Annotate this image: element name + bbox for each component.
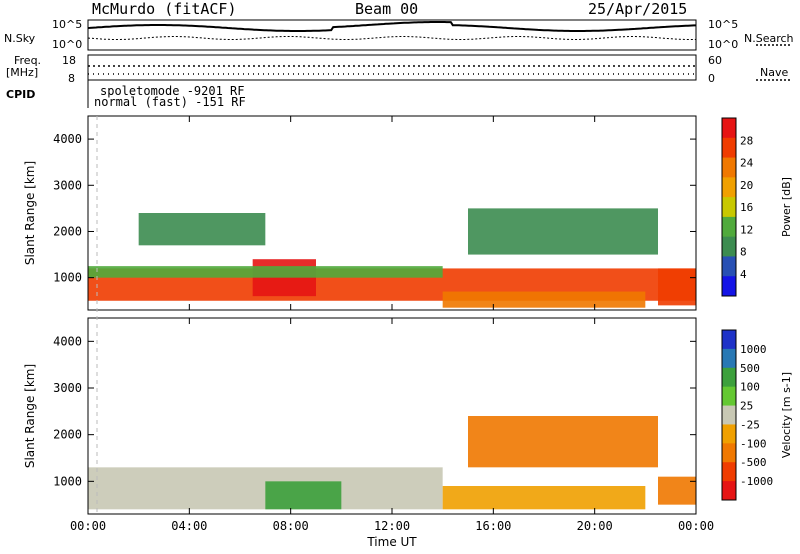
velocity-colorbar-swatch-2 (722, 367, 736, 388)
velocity-region-0 (88, 467, 443, 510)
velocity-ytick-label-2: 3000 (53, 381, 82, 395)
velocity-region-2 (442, 486, 646, 510)
power-region-6 (658, 268, 696, 306)
velocity-colorbar-tick-5: -100 (740, 437, 767, 450)
nsearch-tick-bottom: 10^0 (708, 38, 739, 51)
velocity-ytick-label-1: 2000 (53, 428, 82, 442)
velocity-region-1 (265, 481, 342, 510)
date-title: 25/Apr/2015 (588, 0, 688, 18)
velocity-xlabel: Time UT (366, 535, 417, 549)
power-region-5 (138, 213, 266, 246)
power-colorbar-swatch-0 (722, 118, 736, 139)
velocity-colorbar-swatch-6 (722, 443, 736, 463)
velocity-colorbar-frame (721, 329, 737, 501)
velocity-colorbar-tick-1: 500 (740, 362, 760, 375)
power-region-2 (88, 266, 443, 278)
power-region-4 (468, 208, 658, 255)
freq-label-1: Freq. (14, 54, 42, 67)
velocity-xtick-label-0: 00:00 (70, 519, 106, 533)
velocity-colorbar-tick-3: 25 (740, 400, 753, 413)
power-colorbar-label: Power [dB] (780, 177, 793, 237)
cpid-label: CPID (6, 88, 36, 101)
nsky-label: N.Sky (4, 32, 36, 45)
beam-title: Beam 00 (355, 0, 419, 18)
velocity-colorbar-swatch-3 (722, 386, 736, 407)
velocity-colorbar-swatch-8 (722, 481, 736, 501)
power-ytick-label-3: 4000 (53, 132, 82, 146)
power-colorbar-tick-1: 24 (740, 157, 754, 170)
velocity-colorbar-tick-4: -25 (740, 418, 760, 431)
power-colorbar-tick-3: 16 (740, 201, 753, 214)
power-colorbar-tick-0: 28 (740, 134, 753, 147)
nave-tick-top: 60 (708, 54, 722, 67)
velocity-region-4 (658, 476, 696, 505)
nsearch-label: N.Search (744, 32, 794, 45)
velocity-colorbar-tick-2: 100 (740, 381, 760, 394)
velocity-xtick-label-6: 00:00 (678, 519, 714, 533)
velocity-colorbar-swatch-7 (722, 462, 736, 482)
velocity-colorbar-tick-7: -1000 (740, 475, 773, 488)
nsearch-tick-top: 10^5 (708, 18, 739, 31)
nsky-panel (87, 19, 697, 51)
power-colorbar-tick-4: 12 (740, 223, 753, 236)
power-colorbar-swatch-6 (722, 236, 736, 257)
velocity-colorbar-swatch-1 (722, 348, 736, 369)
velocity-xtick-label-1: 04:00 (171, 519, 207, 533)
power-colorbar-tick-6: 4 (740, 268, 747, 281)
velocity-colorbar-swatch-5 (722, 424, 736, 444)
velocity-region-3 (468, 416, 658, 468)
nsky-tick-top: 10^5 (52, 18, 83, 31)
freq-panel (87, 54, 697, 81)
power-ylabel: Slant Range [km] (23, 161, 37, 265)
power-colorbar-swatch-1 (722, 137, 736, 159)
power-region-1 (252, 259, 316, 297)
power-colorbar-tick-5: 8 (740, 246, 747, 259)
power-colorbar-tick-2: 20 (740, 179, 753, 192)
freq-tick-top: 18 (62, 54, 76, 67)
velocity-ylabel: Slant Range [km] (23, 364, 37, 468)
power-colorbar-swatch-8 (722, 276, 736, 297)
station-title: McMurdo (fitACF) (92, 0, 237, 18)
velocity-xtick-label-5: 20:00 (577, 519, 613, 533)
nsearch-trace (87, 36, 697, 40)
velocity-ytick-label-3: 4000 (53, 334, 82, 348)
power-colorbar-swatch-2 (722, 157, 736, 178)
velocity-colorbar-tick-0: 1000 (740, 343, 767, 356)
velocity-ytick-label-0: 1000 (53, 474, 82, 488)
power-ytick-label-2: 3000 (53, 178, 82, 192)
velocity-xtick-label-4: 16:00 (475, 519, 511, 533)
velocity-colorbar-swatch-0 (722, 330, 736, 350)
velocity-xtick-label-3: 12:00 (374, 519, 410, 533)
nsky-trace (87, 21, 696, 32)
velocity-colorbar-swatch-4 (722, 405, 736, 425)
power-colorbar-frame (721, 117, 737, 297)
velocity-xtick-label-2: 08:00 (273, 519, 309, 533)
power-ytick-label-1: 2000 (53, 224, 82, 238)
velocity-colorbar-tick-6: -500 (740, 456, 767, 469)
power-region-3 (442, 291, 646, 308)
nave-tick-bottom: 0 (708, 72, 715, 85)
velocity-colorbar-label: Velocity [m s-1] (780, 372, 793, 458)
cpid-line-2: normal (fast) -151 RF (94, 95, 246, 109)
nave-label: Nave (760, 66, 789, 79)
freq-tick-bottom: 8 (68, 72, 75, 85)
nsky-tick-bottom: 10^0 (52, 38, 83, 51)
cpid-line-1: spoletomode -9201 RF (100, 84, 245, 98)
freq-label-2: [MHz] (6, 66, 39, 79)
power-colorbar-swatch-4 (722, 197, 736, 218)
power-ytick-label-0: 1000 (53, 271, 82, 285)
power-colorbar-swatch-7 (722, 256, 736, 277)
power-colorbar-swatch-5 (722, 216, 736, 238)
power-colorbar-swatch-3 (722, 177, 736, 198)
